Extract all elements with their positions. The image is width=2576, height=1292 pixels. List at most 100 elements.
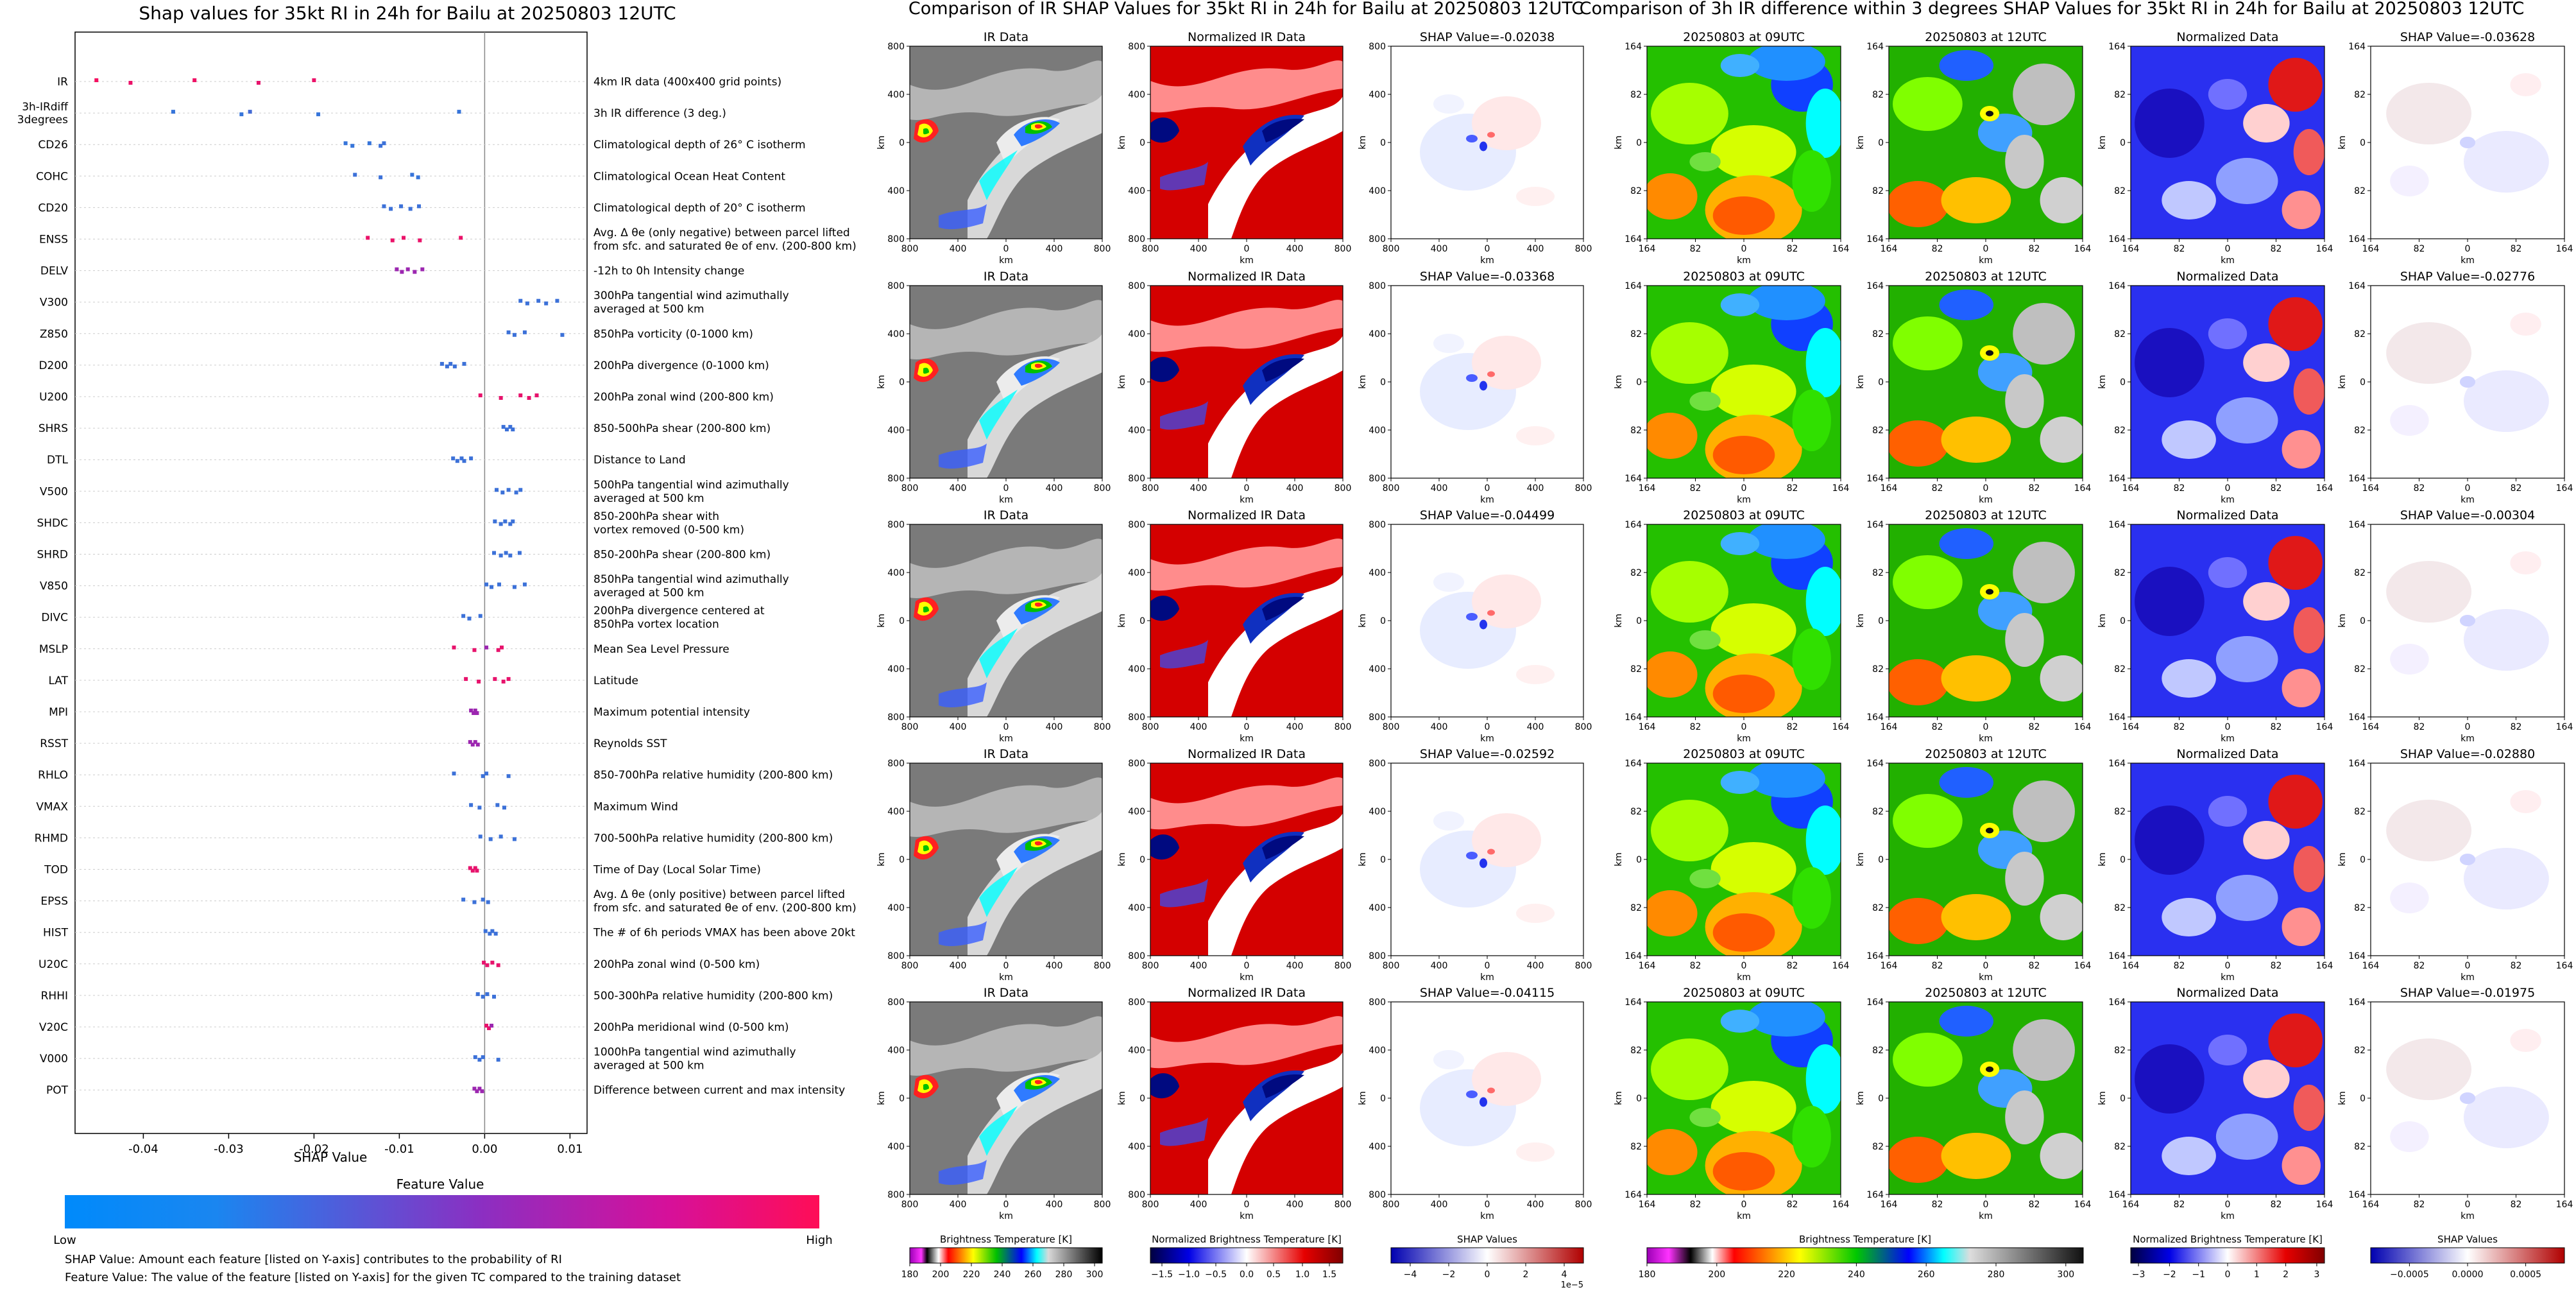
- feature-code-label: V850: [40, 580, 68, 593]
- x-tick-label: 82: [1787, 722, 1798, 732]
- shap-point: [490, 929, 495, 933]
- y-tick-label: 164: [2108, 281, 2126, 291]
- x-axis-label: km: [1737, 495, 1751, 505]
- y-tick-label: 400: [1369, 426, 1386, 436]
- x-tick-label: 800: [1575, 483, 1592, 494]
- x-tick-label: 164: [2074, 483, 2092, 494]
- shap-point: [390, 238, 395, 243]
- y-tick-label: 0: [1878, 377, 1884, 388]
- shap-point: [400, 270, 404, 274]
- shap-point: [478, 393, 482, 397]
- y-tick-label: 800: [1128, 281, 1145, 291]
- y-tick-label: 82: [2114, 426, 2126, 436]
- shap-point: [477, 1087, 482, 1091]
- x-tick-label: 400: [1431, 244, 1448, 254]
- shap-point: [484, 1024, 489, 1028]
- shap-point: [353, 173, 357, 177]
- feature-description-label: Climatological Ocean Heat Content: [593, 170, 785, 183]
- colorbar-label: Normalized Brightness Temperature [K]: [2133, 1234, 2323, 1245]
- shap-point: [483, 929, 488, 933]
- y-tick-label: 0: [899, 616, 905, 626]
- shap-point: [481, 994, 485, 999]
- shap-point: [503, 519, 508, 524]
- y-tick-label: 164: [1625, 42, 1642, 52]
- shap-point: [492, 994, 497, 999]
- feature-description-label: Mean Sea Level Pressure: [593, 643, 729, 656]
- y-tick-label: 164: [2108, 712, 2126, 723]
- feature-description-label: 200hPa zonal wind (0-500 km): [593, 958, 760, 971]
- y-axis-label: km: [1614, 1091, 1624, 1105]
- shap-point: [473, 709, 477, 712]
- y-tick-label: 400: [887, 90, 905, 100]
- shap-point: [473, 866, 477, 870]
- x-tick-label: 400: [1527, 483, 1544, 494]
- colorbar-label: Brightness Temperature [K]: [1799, 1234, 1931, 1245]
- bt-12utc-image: [1889, 524, 2083, 717]
- x-tick-label: 800: [1335, 1200, 1352, 1210]
- shap-point: [410, 173, 414, 177]
- x-axis-label: km: [1480, 972, 1494, 983]
- colorbar-tick-label: 300: [2057, 1270, 2074, 1280]
- normalized-ir-image: [1150, 763, 1343, 956]
- shap-point: [536, 298, 541, 303]
- y-tick-label: 800: [887, 281, 905, 291]
- y-axis-label: km: [1855, 614, 1866, 628]
- x-axis-label: km: [1979, 1211, 1993, 1221]
- y-tick-label: 82: [1630, 186, 1642, 196]
- x-tick-label: 400: [950, 483, 967, 494]
- y-axis-label: km: [2337, 614, 2348, 628]
- shap-point: [484, 645, 489, 650]
- y-tick-label: 164: [2108, 759, 2126, 769]
- feature-description-label: Maximum potential intensity: [593, 706, 750, 719]
- x-tick-label: 82: [2511, 1200, 2522, 1210]
- y-tick-label: 800: [1369, 712, 1386, 723]
- colorbar-label: Normalized Brightness Temperature [K]: [1152, 1234, 1342, 1245]
- x-axis-label: km: [1979, 972, 1993, 983]
- x-tick-label: 800: [1383, 483, 1400, 494]
- y-tick-label: 400: [887, 568, 905, 578]
- shap-point: [544, 301, 549, 306]
- feature-description-label: 200hPa divergence centered at: [593, 605, 765, 617]
- x-tick-label: 164: [1832, 722, 1850, 732]
- shap-point: [350, 144, 355, 148]
- irdiff-shap-map: [2371, 763, 2564, 956]
- y-tick-label: 800: [1128, 520, 1145, 530]
- y-tick-label: 82: [2114, 903, 2126, 913]
- feature-note: Feature Value: The value of the feature …: [65, 1271, 681, 1284]
- y-tick-label: 400: [887, 1142, 905, 1152]
- subplot-title: SHAP Value=-0.02038: [1420, 30, 1555, 44]
- y-tick-label: 82: [1872, 664, 1884, 675]
- y-tick-label: 164: [2348, 474, 2366, 484]
- feature-code-label: VMAX: [36, 800, 68, 813]
- x-tick-label: 400: [950, 244, 967, 254]
- feature-description-label: 850-200hPa shear with: [593, 510, 719, 523]
- x-tick-label: 400: [1046, 244, 1063, 254]
- colorbar-tick-label: −3: [2132, 1270, 2145, 1280]
- y-tick-label: 800: [887, 520, 905, 530]
- colorbar-tick-label: 260: [1918, 1270, 1935, 1280]
- x-tick-label: 164: [2316, 722, 2333, 732]
- feature-description-label: 850-500hPa shear (200-800 km): [593, 422, 771, 435]
- shap-point: [534, 393, 539, 397]
- y-tick-label: 800: [1369, 997, 1386, 1008]
- subplot-title: 20250803 at 12UTC: [1925, 986, 2047, 1000]
- x-tick-label: 0: [1983, 1200, 1989, 1210]
- shap-point: [413, 270, 417, 274]
- feature-code-label: Z850: [40, 328, 68, 341]
- x-tick-label: 164: [2556, 483, 2573, 494]
- shap-point: [473, 740, 477, 745]
- shap-point: [418, 238, 422, 243]
- x-axis-label: km: [1737, 972, 1751, 983]
- x-axis-label: km: [2221, 734, 2235, 744]
- x-tick-label: 400: [1190, 961, 1207, 971]
- shap-point: [490, 1024, 494, 1028]
- feature-description-label: -12h to 0h Intensity change: [593, 265, 744, 278]
- y-axis-label: km: [1358, 135, 1368, 150]
- shap-point: [467, 616, 472, 621]
- feature-description-label: averaged at 500 km: [593, 1060, 704, 1072]
- x-tick-label: 82: [1690, 483, 1702, 494]
- y-tick-label: 400: [1128, 426, 1145, 436]
- shap-point: [527, 396, 531, 400]
- y-tick-label: 164: [2348, 42, 2366, 52]
